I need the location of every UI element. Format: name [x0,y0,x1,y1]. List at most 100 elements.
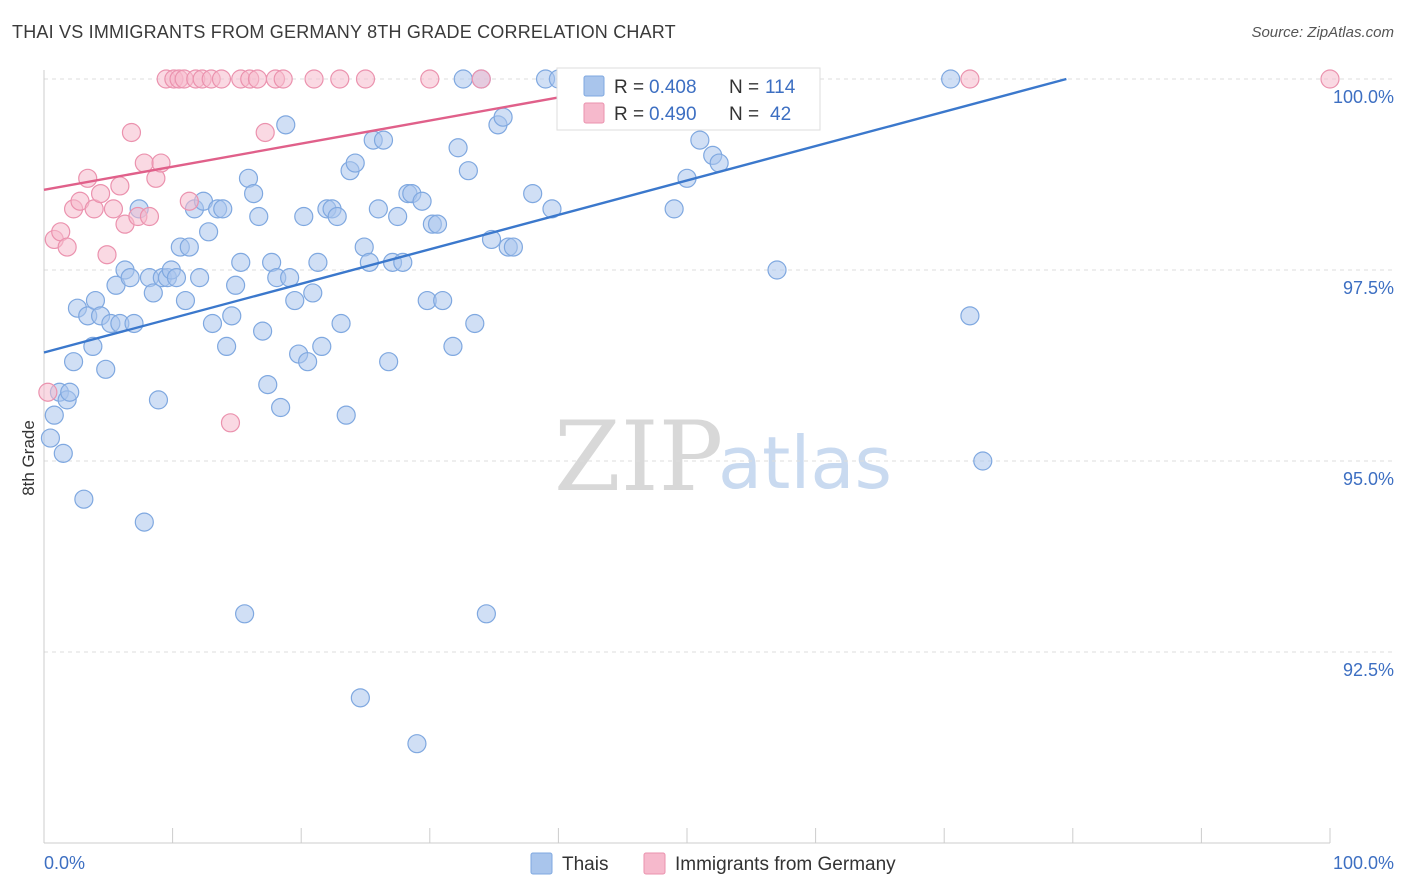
point-thais [941,69,961,89]
legend-n-label-1: N = [729,77,759,98]
point-thais [134,512,154,532]
point-thais [448,138,468,158]
point-thais [443,336,463,356]
point-thais [175,290,196,311]
point-germany [471,69,491,89]
point-thais [202,313,223,334]
point-thais [213,199,233,219]
legend-n-value-2: 42 [770,104,791,125]
point-thais [465,313,485,334]
point-thais [83,336,103,356]
point-thais [249,206,269,227]
y-tick-label: 92.5% [1343,660,1394,680]
point-thais [476,604,496,624]
point-thais [345,153,365,173]
point-thais [303,283,323,303]
legend-r-label-2: R = [614,104,644,125]
point-thais [217,336,237,356]
point-thais [294,206,314,227]
point-thais [190,268,210,288]
point-germany [134,153,154,173]
point-thais [427,214,448,234]
point-thais [373,130,394,150]
point-thais [312,336,332,356]
point-thais [368,199,388,219]
point-thais [143,283,163,303]
point-thais [359,252,379,272]
point-thais [166,268,187,288]
point-germany [97,245,117,265]
point-germany [179,191,199,211]
point-thais [379,352,399,372]
legend-swatch-pink [583,102,605,124]
watermark-atlas: atlas [718,421,892,505]
x-tick-label-min: 0.0% [44,853,85,873]
point-germany [211,69,232,89]
point-thais [60,382,80,402]
watermark-zip: ZIP [554,401,723,513]
series-thais [40,69,993,754]
point-thais [231,252,251,272]
point-germany [420,69,440,89]
point-thais [258,375,278,395]
point-thais [120,268,140,288]
legend-label-thais: Thais [562,854,608,875]
stats-legend: R = 0.408 N = 114 R = 0.490 N = 42 [556,67,821,131]
point-thais [973,451,993,471]
point-thais [523,184,543,204]
legend-n-value-1: 114 [765,77,796,98]
point-thais [493,107,513,127]
point-thais [74,489,94,509]
point-thais [336,405,356,425]
point-thais [276,115,296,135]
point-thais [53,443,73,463]
point-thais [96,359,116,379]
point-thais [350,688,370,708]
point-thais [40,428,61,448]
point-germany [355,69,376,89]
point-germany [255,122,275,143]
source-label: Source: ZipAtlas.com [1251,24,1394,41]
chart-title: THAI VS IMMIGRANTS FROM GERMANY 8TH GRAD… [12,22,676,42]
point-germany [330,69,350,89]
point-thais [960,306,980,326]
point-thais [458,161,478,181]
point-thais [253,321,273,341]
y-tick-label: 97.5% [1343,278,1394,298]
point-thais [503,237,523,257]
series-legend: Thais Immigrants from Germany [530,852,896,875]
point-germany [960,69,980,89]
trend-line-thais [43,77,1067,354]
x-tick-label-max: 100.0% [1333,853,1394,873]
legend-r-value-1: 0.408 [649,77,697,98]
legend-r-value-2: 0.490 [649,104,697,125]
point-thais [44,405,64,425]
legend-swatch-blue [583,75,605,97]
point-thais [179,237,199,257]
point-thais [199,222,219,242]
point-germany [273,69,293,89]
x-ticks [43,828,1331,843]
point-thais [226,275,246,295]
point-germany [1320,69,1340,89]
legend-swatch-germany [643,852,666,875]
point-thais [148,390,169,410]
point-thais [308,252,328,272]
y-tick-label: 95.0% [1343,469,1394,489]
point-thais [331,313,351,334]
point-thais [285,290,305,311]
point-thais [327,206,347,227]
point-germany [139,206,160,227]
point-thais [271,397,291,418]
y-axis-title: 8th Grade [19,420,38,496]
point-thais [453,69,473,89]
point-thais [433,290,453,311]
point-thais [542,199,562,219]
point-germany [220,413,241,433]
point-thais [298,352,318,372]
point-thais [767,260,787,280]
point-thais [63,352,84,372]
point-germany [247,69,268,89]
point-thais [235,604,255,624]
